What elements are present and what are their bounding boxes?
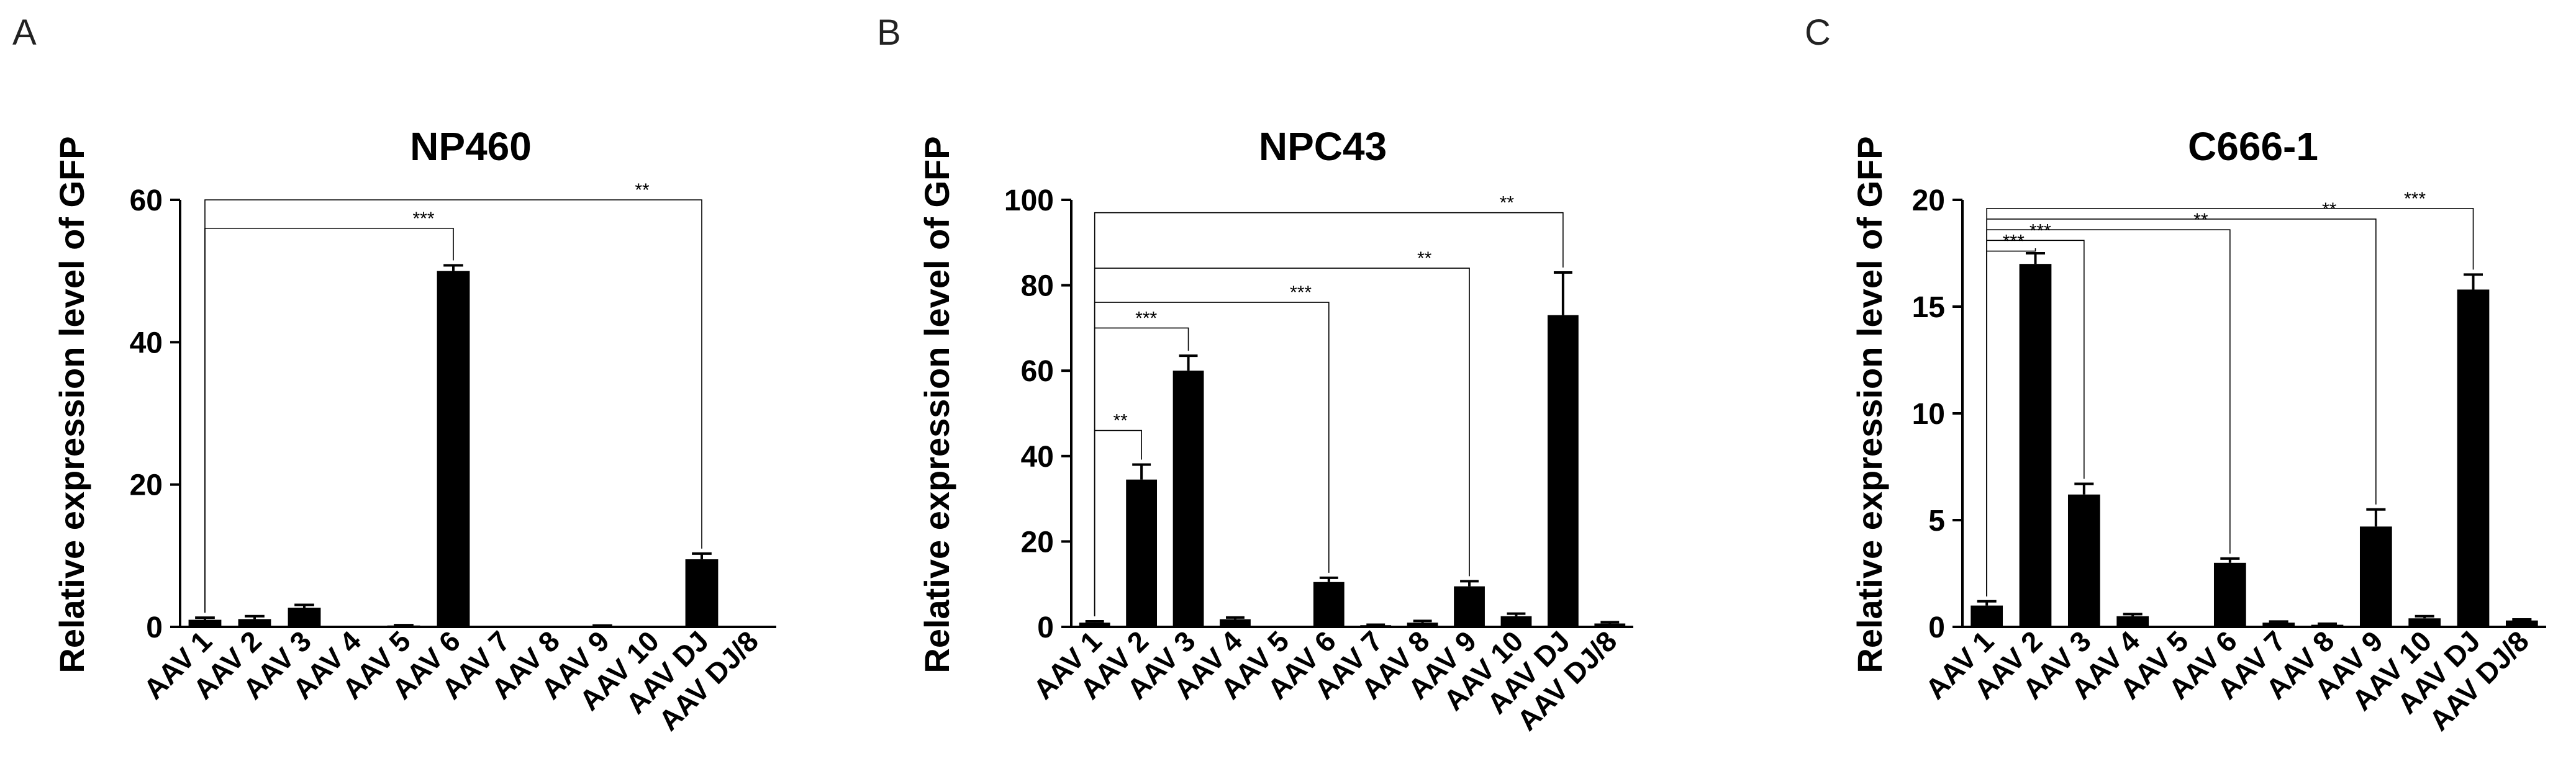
bar-c-3 [2116,616,2149,627]
significance-label-c-3: ** [2322,199,2337,220]
bar-b-9 [1500,616,1532,627]
bar-c-9 [2408,618,2441,627]
bar-a-7 [536,626,569,627]
significance-label-c-2: ** [2193,210,2208,230]
y-tick-label-a-60: 60 [130,184,163,217]
significance-bracket-b-4 [1094,212,1564,617]
y-tick-label-b-40: 40 [1021,441,1054,474]
y-tick-label-b-20: 20 [1021,526,1054,559]
y-tick-label-a-20: 20 [130,469,163,502]
y-tick-label-a-40: 40 [130,326,163,359]
bar-a-10 [685,559,719,627]
bar-a-9 [635,626,669,627]
significance-label-b-4: ** [1500,193,1515,214]
significance-bracket-a-0 [204,228,454,613]
y-tick-label-c-15: 15 [1912,291,1945,324]
significance-label-c-1: *** [2030,220,2051,241]
chart-title-a: NP460 [410,124,532,169]
bar-a-5 [437,271,470,628]
bar-c-10 [2457,289,2490,628]
y-tick-label-c-10: 10 [1912,398,1945,431]
y-axis-label-b: Relative expression level of GFP [917,136,956,673]
bar-b-0 [1079,623,1110,627]
significance-label-a-0: *** [412,209,434,229]
bar-b-2 [1172,371,1204,627]
bar-a-6 [486,626,520,627]
bar-c-8 [2359,526,2392,627]
significance-label-b-2: *** [1290,282,1312,303]
significance-label-c-4: *** [2404,189,2426,209]
y-tick-label-b-100: 100 [1004,184,1054,217]
bar-b-7 [1407,623,1438,627]
bar-a-3 [337,626,371,627]
bar-a-1 [238,619,271,627]
y-tick-label-b-80: 80 [1021,270,1054,303]
panel-letter-a: A [12,12,37,53]
significance-label-b-3: ** [1417,248,1432,269]
y-tick-label-b-0: 0 [1037,611,1054,644]
significance-bracket-c-4 [1986,207,2474,596]
y-axis-label-a: Relative expression level of GFP [52,136,91,673]
panel-c: C C666-1 Relative expression level of GF… [1805,12,2546,737]
bar-a-2 [288,608,321,627]
chart-title-b: NPC43 [1259,124,1387,169]
bar-c-5 [2213,562,2246,627]
y-tick-label-c-0: 0 [1928,611,1945,644]
bar-b-5 [1313,582,1345,627]
bar-b-6 [1360,625,1392,627]
y-tick-label-c-5: 5 [1928,505,1945,538]
significance-label-c-0: *** [2003,232,2025,252]
bar-c-6 [2262,623,2295,627]
bar-c-11 [2505,620,2538,627]
y-tick-label-b-60: 60 [1021,355,1054,388]
y-tick-label-a-0: 0 [146,611,163,644]
panel-a: A NP460 Relative expression level of GFP… [12,12,776,737]
bar-b-1 [1126,479,1158,627]
panel-b: B NPC43 Relative expression level of GFP… [877,12,1633,737]
bar-b-3 [1220,619,1251,627]
bar-b-11 [1594,623,1626,627]
y-axis-label-c: Relative expression level of GFP [1850,136,1889,673]
significance-bracket-a-1 [204,199,702,613]
bar-a-0 [188,619,222,627]
bar-b-8 [1454,586,1485,627]
y-tick-label-c-20: 20 [1912,184,1945,217]
significance-label-b-1: *** [1135,308,1157,328]
chart-title-c: C666-1 [2188,124,2318,169]
bar-b-10 [1547,315,1579,627]
bar-c-2 [2067,494,2100,627]
bar-a-11 [735,626,768,627]
bar-c-1 [2019,264,2052,627]
significance-label-a-1: ** [635,180,650,200]
bar-c-0 [1971,605,2003,627]
panel-letter-c: C [1805,12,1831,53]
bar-b-4 [1266,626,1298,627]
bar-c-7 [2311,624,2344,627]
bar-c-4 [2165,626,2198,627]
panel-letter-b: B [877,12,901,53]
significance-label-b-0: ** [1113,411,1128,431]
